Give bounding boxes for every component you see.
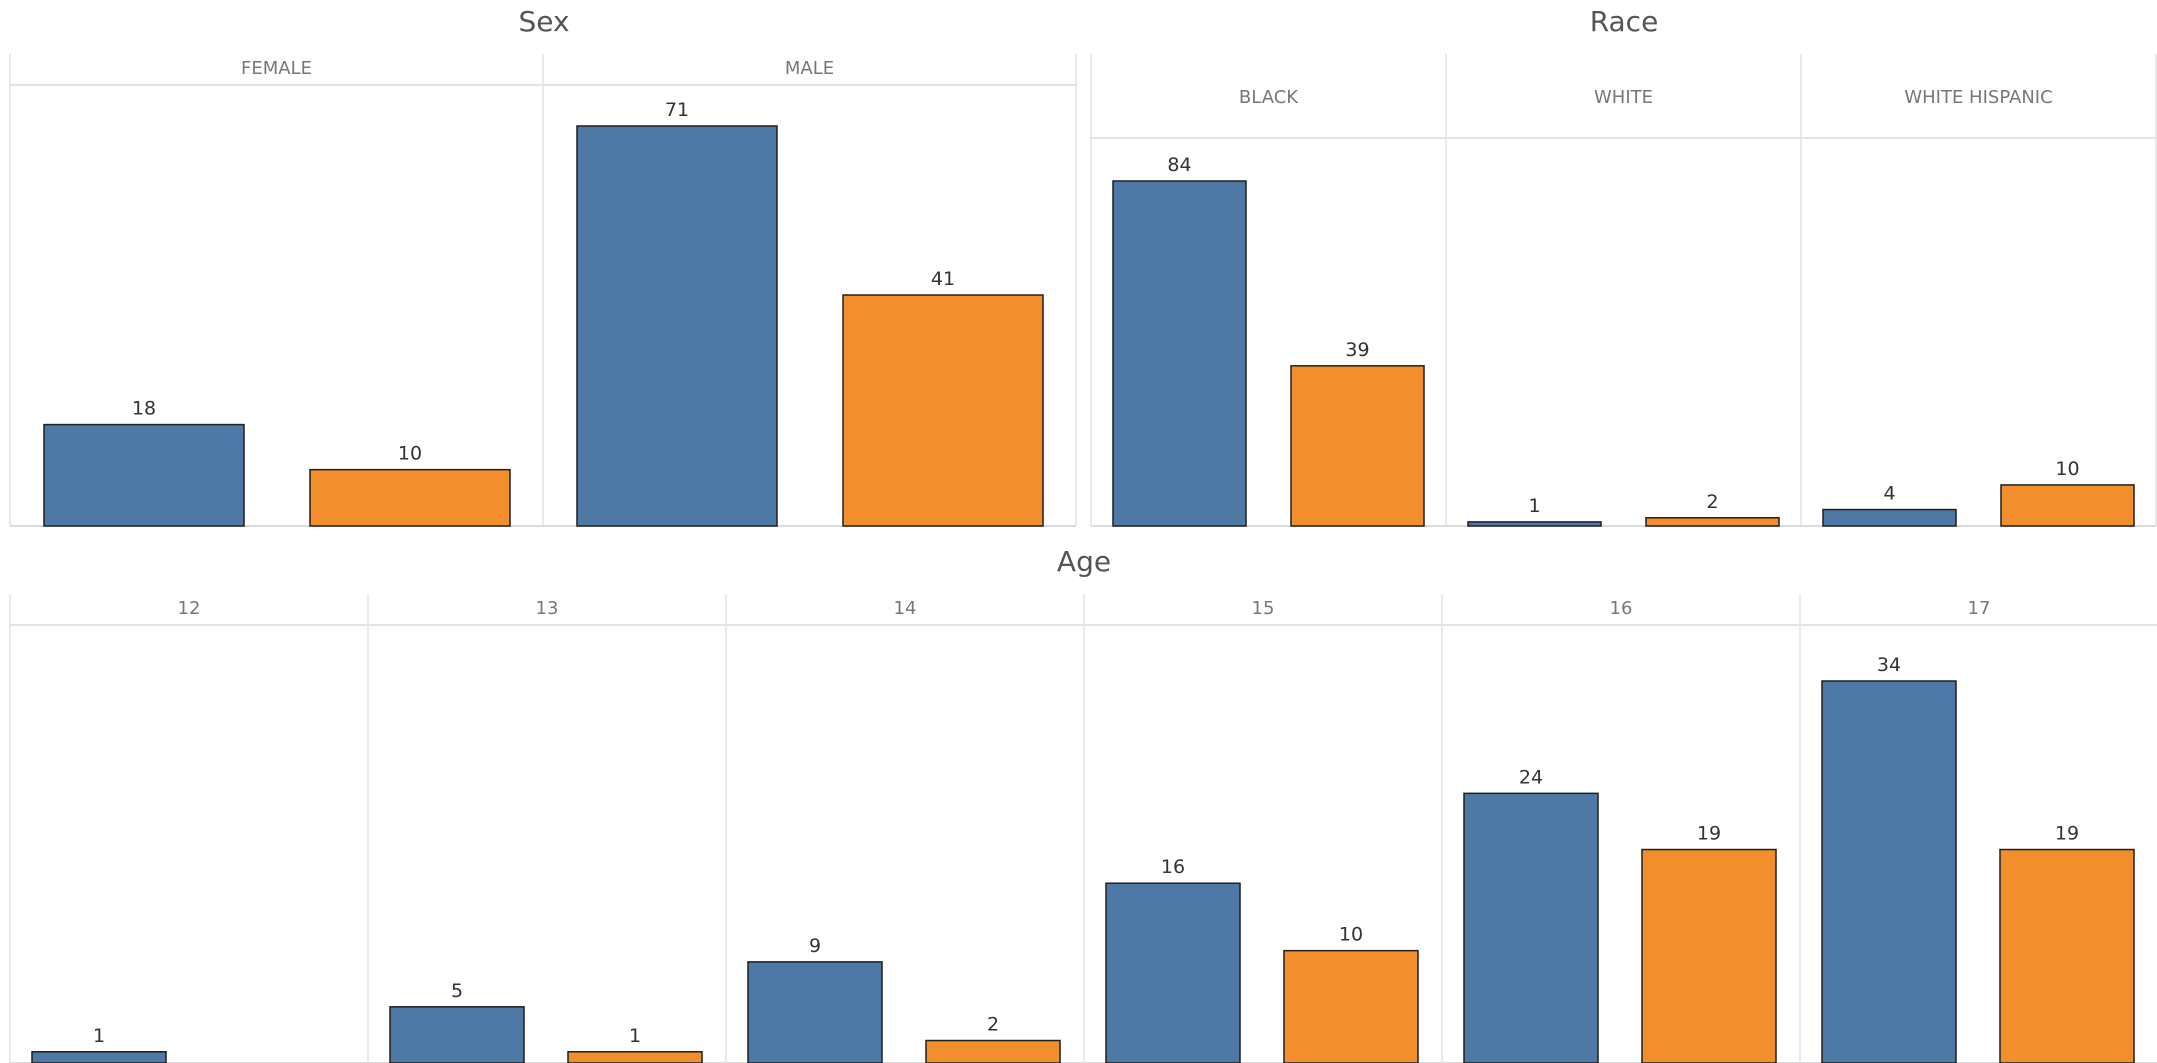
age-header-label: 13 bbox=[536, 598, 559, 619]
age-bar[interactable] bbox=[1641, 848, 1777, 1063]
sex-header-label: MALE bbox=[785, 58, 834, 79]
sex-bar[interactable] bbox=[576, 125, 778, 527]
race-data-label: 10 bbox=[2055, 458, 2079, 480]
age-header-label: 12 bbox=[178, 598, 201, 619]
age-data-label: 34 bbox=[1877, 654, 1901, 676]
sex-chart-title: Sex bbox=[518, 5, 569, 38]
sex-bar[interactable] bbox=[309, 468, 511, 527]
race-bar[interactable] bbox=[2000, 484, 2135, 527]
sex-data-label: 18 bbox=[132, 398, 156, 420]
age-data-label: 5 bbox=[451, 980, 463, 1002]
race-bar[interactable] bbox=[1467, 521, 1602, 527]
age-data-label: 1 bbox=[93, 1025, 105, 1047]
age-data-label: 2 bbox=[987, 1014, 999, 1036]
age-data-label: 1 bbox=[629, 1025, 641, 1047]
age-bar[interactable] bbox=[1999, 848, 2135, 1063]
race-data-label: 84 bbox=[1167, 154, 1191, 176]
age-bar[interactable] bbox=[1283, 949, 1419, 1063]
sex-data-label: 10 bbox=[398, 443, 422, 465]
age-header-label: 17 bbox=[1968, 598, 1991, 619]
age-bar[interactable] bbox=[567, 1051, 703, 1063]
race-header-label: WHITE HISPANIC bbox=[1904, 87, 2052, 108]
race-bar[interactable] bbox=[1290, 365, 1425, 527]
age-data-label: 16 bbox=[1161, 856, 1185, 878]
age-bar[interactable] bbox=[389, 1006, 525, 1063]
age-data-label: 9 bbox=[809, 935, 821, 957]
age-data-label: 10 bbox=[1339, 924, 1363, 946]
age-bar[interactable] bbox=[925, 1039, 1061, 1063]
race-bar[interactable] bbox=[1822, 508, 1957, 527]
sex-header-label: FEMALE bbox=[241, 58, 312, 79]
age-data-label: 24 bbox=[1519, 766, 1543, 788]
age-bar[interactable] bbox=[1105, 882, 1241, 1063]
age-bar[interactable] bbox=[31, 1051, 167, 1063]
sex-data-label: 71 bbox=[665, 99, 689, 121]
age-header-label: 15 bbox=[1252, 598, 1275, 619]
race-bar[interactable] bbox=[1112, 180, 1247, 527]
age-data-label: 19 bbox=[2055, 823, 2079, 845]
race-data-label: 39 bbox=[1345, 339, 1369, 361]
sex-bar[interactable] bbox=[43, 423, 245, 527]
race-header-label: WHITE bbox=[1594, 87, 1653, 108]
sex-data-label: 41 bbox=[931, 268, 955, 290]
age-header-label: 14 bbox=[894, 598, 917, 619]
age-bar[interactable] bbox=[747, 961, 883, 1063]
age-chart-title: Age bbox=[1057, 545, 1111, 578]
race-header-label: BLACK bbox=[1239, 87, 1299, 108]
race-data-label: 4 bbox=[1883, 483, 1895, 505]
race-data-label: 1 bbox=[1528, 495, 1540, 517]
age-bar[interactable] bbox=[1821, 680, 1957, 1063]
age-data-label: 19 bbox=[1697, 823, 1721, 845]
race-chart-title: Race bbox=[1590, 5, 1659, 38]
sex-bar[interactable] bbox=[842, 294, 1044, 527]
race-data-label: 2 bbox=[1706, 491, 1718, 513]
race-bar[interactable] bbox=[1645, 517, 1780, 527]
age-header-label: 16 bbox=[1610, 598, 1633, 619]
age-bar[interactable] bbox=[1463, 792, 1599, 1063]
